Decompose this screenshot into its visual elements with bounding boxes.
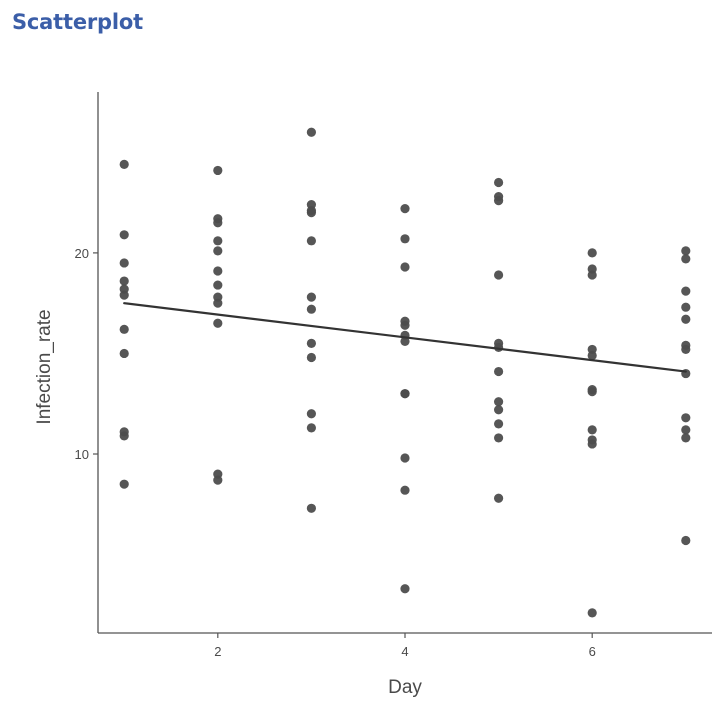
data-point: [493, 419, 504, 429]
data-point: [306, 208, 317, 218]
chart-ticks: 2 4 6 10 20: [75, 246, 596, 659]
data-point: [400, 584, 410, 594]
data-point: [213, 236, 223, 246]
data-point: [213, 246, 223, 256]
data-point: [213, 298, 223, 308]
data-point: [587, 270, 597, 280]
data-point: [587, 350, 597, 361]
data-point: [493, 177, 504, 188]
data-point: [587, 608, 597, 618]
data-point: [400, 320, 410, 330]
data-point: [681, 413, 691, 423]
data-point: [681, 302, 691, 312]
data-point: [119, 258, 129, 268]
data-point: [587, 425, 597, 435]
data-point: [119, 324, 129, 334]
trend-line: [123, 302, 687, 373]
data-point: [493, 397, 504, 407]
y-axis-title: Infection_rate: [34, 309, 55, 424]
x-tick-label: 2: [214, 644, 221, 659]
data-point: [119, 230, 129, 240]
data-point: [587, 439, 597, 449]
data-point: [493, 405, 504, 415]
data-point: [493, 366, 504, 377]
data-point: [681, 425, 691, 435]
x-axis-title: Day: [388, 677, 422, 698]
data-point: [306, 503, 317, 513]
page-title: Scatterplot: [12, 10, 143, 34]
data-point: [681, 254, 691, 264]
data-point: [119, 276, 129, 286]
data-point: [213, 280, 223, 290]
data-point: [306, 423, 317, 433]
data-point: [681, 246, 691, 256]
x-tick-label: 6: [589, 644, 596, 659]
data-point: [493, 493, 504, 503]
data-point: [213, 218, 223, 228]
data-point: [119, 431, 129, 441]
data-point: [587, 387, 597, 397]
data-point: [400, 262, 410, 272]
data-point: [681, 314, 691, 324]
x-tick-label: 4: [401, 644, 408, 659]
data-point: [400, 204, 410, 214]
data-point: [306, 127, 317, 137]
data-point: [400, 336, 410, 346]
data-point: [119, 348, 129, 359]
data-point: [681, 535, 691, 546]
data-point: [213, 318, 223, 328]
data-point: [681, 344, 691, 355]
chart-points: [119, 127, 691, 618]
data-point: [400, 485, 410, 495]
y-tick-label: 10: [75, 447, 89, 462]
data-point: [119, 479, 129, 489]
data-point: [587, 248, 597, 258]
data-point: [493, 270, 504, 280]
data-point: [306, 292, 317, 302]
data-point: [306, 304, 317, 314]
chart-trend-line-group: [123, 302, 687, 373]
data-point: [400, 234, 410, 244]
data-point: [213, 266, 223, 276]
data-point: [119, 290, 129, 300]
data-point: [493, 433, 504, 443]
data-point: [306, 352, 317, 363]
data-point: [306, 338, 317, 348]
y-tick-label: 20: [75, 246, 89, 261]
data-point: [306, 236, 317, 246]
data-point: [400, 453, 410, 463]
data-point: [306, 409, 317, 419]
data-point: [119, 159, 129, 170]
data-point: [213, 475, 223, 485]
data-point: [681, 286, 691, 296]
data-point: [681, 433, 691, 443]
data-point: [213, 165, 223, 176]
data-point: [493, 196, 504, 206]
data-point: [400, 389, 410, 399]
